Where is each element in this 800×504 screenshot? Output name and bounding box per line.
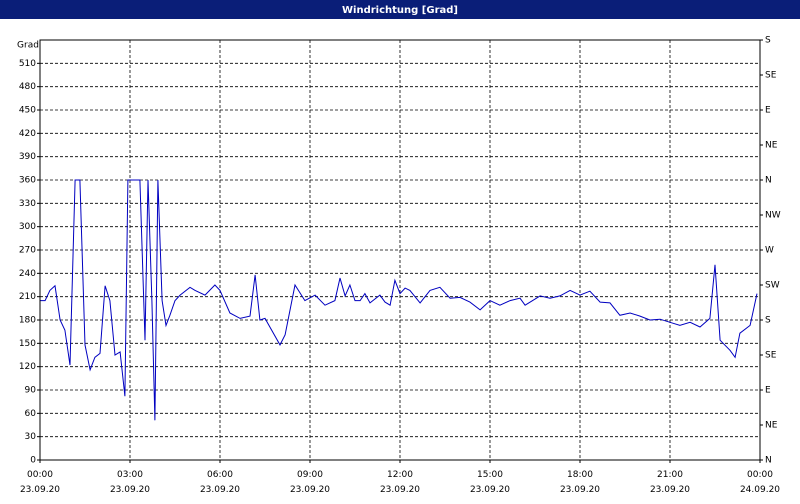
chart-title: Windrichtung [Grad] [342,5,458,16]
y-tick-label: 90 [25,386,37,396]
y-tick-label: 0 [30,456,36,466]
y2-tick-label: E [765,386,771,396]
y-tick-label: 300 [19,222,36,232]
y2-tick-label: NW [765,211,781,221]
x-tick-label: 21:00 23.09.20 [650,470,690,495]
y-tick-label: 180 [19,316,36,326]
y-tick-label: 270 [19,246,36,256]
x-tick-label: 03:00 23.09.20 [110,470,150,495]
y2-tick-label: N [765,456,772,466]
x-tick-label: 12:00 23.09.20 [380,470,420,495]
x-tick-label: 06:00 23.09.20 [200,470,240,495]
y-tick-label: 210 [19,292,36,302]
y2-tick-label: E [765,106,771,116]
y-tick-label: 150 [19,339,36,349]
y-tick-label: 240 [19,269,36,279]
y-tick-label: 420 [19,129,36,139]
y-tick-label: 30 [25,432,37,442]
y2-tick-label: W [765,246,774,256]
y2-tick-label: SE [765,351,777,361]
y2-tick-label: NE [765,421,778,431]
x-tick-label: 09:00 23.09.20 [290,470,330,495]
title-bar [0,0,800,19]
y2-tick-label: S [765,316,771,326]
x-tick-label: 00:00 24.09.20 [740,470,780,495]
plot-frame [39,39,761,461]
y-tick-label: 390 [19,152,36,162]
y-axis-label: Grad [17,41,39,51]
y-tick-label: 480 [19,82,36,92]
y2-tick-label: NE [765,141,778,151]
y-tick-label: 330 [19,199,36,209]
x-tick-label: 18:00 23.09.20 [560,470,600,495]
y2-tick-label: SE [765,71,777,81]
x-tick-label: 00:00 23.09.20 [20,470,60,495]
y-tick-label: 360 [19,176,36,186]
y2-tick-label: S [765,36,771,46]
x-tick-label: 15:00 23.09.20 [470,470,510,495]
data-line [40,179,758,421]
y2-tick-label: N [765,176,772,186]
y-tick-label: 510 [19,59,36,69]
y-tick-label: 450 [19,106,36,116]
y-tick-label: 120 [19,362,36,372]
y2-tick-label: SW [765,281,780,291]
y-tick-label: 60 [25,409,37,419]
